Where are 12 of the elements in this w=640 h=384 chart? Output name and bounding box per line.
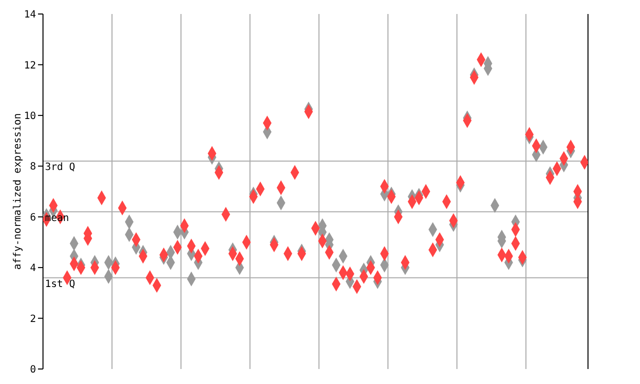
y-axis-title: affy-normalized expression (12, 113, 24, 270)
ref-line-label: 1st Q (45, 278, 76, 290)
y-tick-label: 2 (30, 314, 36, 325)
y-tick-label: 6 (30, 212, 36, 224)
ref-line-label: mean (45, 212, 70, 224)
y-tick-label: 12 (24, 60, 36, 72)
ref-line-label: 3rd Q (45, 162, 76, 174)
y-tick-label: 10 (24, 110, 36, 122)
y-tick-label: 14 (24, 10, 36, 21)
y-tick-label: 8 (30, 162, 36, 173)
y-tick-label: 0 (30, 364, 36, 376)
y-tick-label: 4 (30, 263, 36, 274)
